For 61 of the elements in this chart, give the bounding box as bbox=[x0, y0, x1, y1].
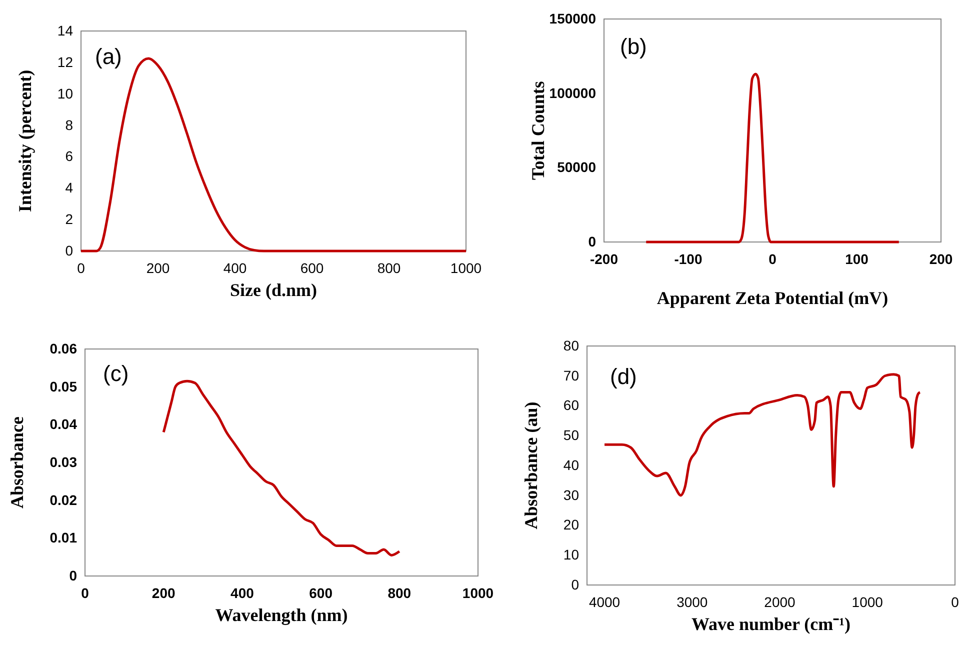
y-axis-title: Absorbance (au) bbox=[521, 402, 541, 530]
y-tick-label: 100000 bbox=[549, 84, 596, 101]
y-tick-label: 8 bbox=[65, 116, 74, 133]
x-tick-label: -200 bbox=[590, 250, 618, 267]
x-tick-label: 600 bbox=[300, 260, 324, 276]
annotation: (a) bbox=[95, 44, 122, 69]
y-tick-label: 10 bbox=[57, 85, 74, 102]
annotation: (c) bbox=[103, 361, 129, 386]
y-tick-label: 10 bbox=[563, 546, 580, 563]
x-tick-label: 0 bbox=[951, 594, 960, 610]
x-tick-label: 0 bbox=[768, 250, 777, 267]
x-tick-label: -100 bbox=[674, 250, 702, 267]
x-tick-label: 400 bbox=[223, 260, 247, 276]
x-tick-label: 400 bbox=[230, 584, 254, 601]
annotation: (d) bbox=[610, 364, 637, 389]
x-axis-title: Wavelength (nm) bbox=[215, 605, 348, 625]
y-tick-label: 14 bbox=[57, 22, 74, 38]
y-tick-label: 0.03 bbox=[50, 454, 78, 470]
x-tick-label: 200 bbox=[146, 260, 170, 276]
y-tick-label: 30 bbox=[563, 486, 580, 503]
y-tick-label: 0.02 bbox=[50, 492, 78, 508]
line-series bbox=[644, 72, 900, 244]
y-tick-label: 6 bbox=[65, 148, 74, 164]
x-tick-label: 4000 bbox=[588, 594, 620, 610]
y-tick-label: 50000 bbox=[557, 159, 596, 176]
y-tick-label: 80 bbox=[563, 337, 580, 354]
y-tick-label: 0.06 bbox=[50, 340, 78, 356]
y-axis-title: Intensity (percent) bbox=[15, 70, 35, 212]
y-tick-label: 2 bbox=[65, 211, 74, 228]
x-tick-label: 2000 bbox=[764, 594, 796, 610]
x-tick-label: 1000 bbox=[852, 594, 884, 610]
x-tick-label: 1000 bbox=[450, 260, 482, 276]
x-axis-title: Apparent Zeta Potential (mV) bbox=[656, 288, 888, 308]
x-tick-label: 800 bbox=[377, 260, 401, 276]
y-tick-label: 0.05 bbox=[50, 378, 78, 394]
y-tick-label: 50 bbox=[563, 427, 580, 444]
x-tick-label: 200 bbox=[929, 250, 953, 267]
x-tick-label: 3000 bbox=[676, 594, 708, 610]
y-tick-label: 150000 bbox=[549, 10, 596, 26]
y-tick-label: 0 bbox=[69, 567, 78, 584]
y-tick-label: 60 bbox=[563, 397, 580, 414]
y-tick-label: 4 bbox=[65, 180, 74, 196]
y-tick-label: 40 bbox=[563, 456, 580, 473]
y-tick-label: 20 bbox=[563, 516, 580, 533]
line-series bbox=[162, 380, 401, 556]
x-axis-title: Size (d.nm) bbox=[230, 280, 317, 300]
y-tick-label: 12 bbox=[57, 54, 74, 70]
x-tick-label: 1000 bbox=[462, 584, 494, 601]
x-tick-label: 600 bbox=[309, 584, 333, 601]
x-tick-label: 100 bbox=[845, 250, 869, 267]
y-tick-label: 0.01 bbox=[50, 530, 78, 546]
y-axis-title: Total Counts bbox=[528, 81, 548, 180]
y-axis-title: Absorbance bbox=[7, 416, 27, 509]
x-tick-label: 800 bbox=[388, 584, 412, 601]
annotation: (b) bbox=[620, 34, 647, 59]
x-axis-title: Wave number (cm⁻¹) bbox=[691, 614, 851, 634]
y-tick-label: 0.04 bbox=[50, 416, 78, 432]
x-tick-label: 0 bbox=[81, 584, 90, 601]
y-tick-label: 0 bbox=[588, 233, 596, 250]
y-tick-label: 70 bbox=[563, 367, 580, 384]
x-tick-label: 200 bbox=[152, 584, 176, 601]
